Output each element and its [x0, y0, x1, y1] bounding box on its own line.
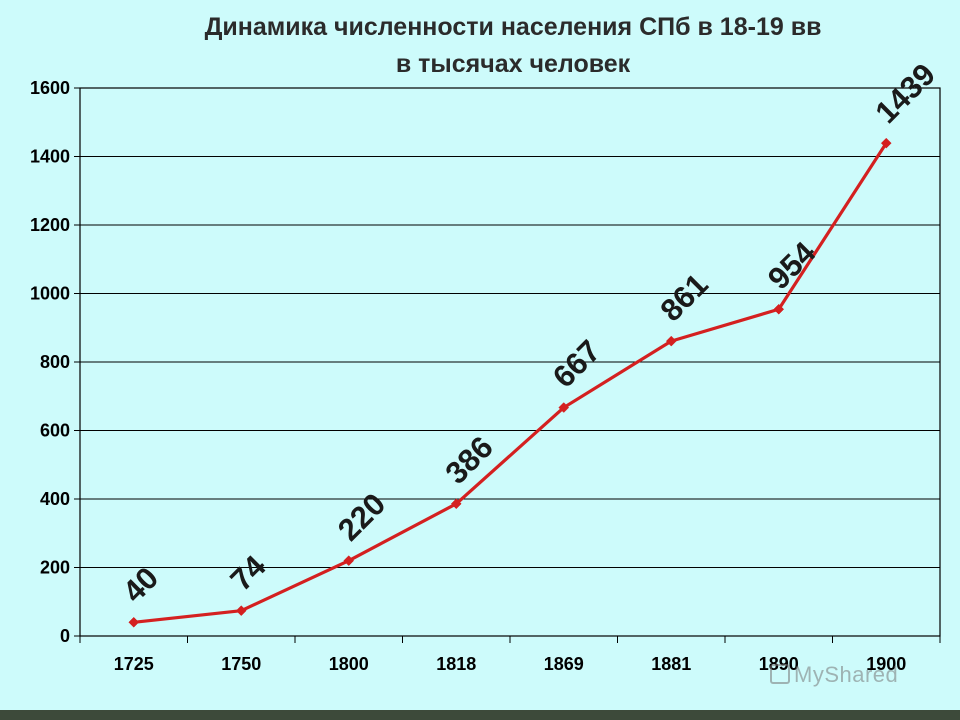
data-point [450, 498, 462, 510]
chart-title: Динамика численности населения СПб в 18-… [205, 13, 822, 41]
y-tick-label: 1000 [30, 284, 70, 304]
bottom-strip [0, 710, 960, 720]
chart-subtitle: в тысячах человек [396, 50, 631, 78]
x-tick-label: 1881 [651, 654, 691, 674]
x-axis: 1725 1750 1800 1818 1869 1881 1890 1900 [79, 636, 941, 674]
y-tick-label: 1200 [30, 215, 70, 235]
x-tick-label: 1869 [544, 654, 584, 674]
y-tick-label: 1600 [30, 78, 70, 98]
x-tick-label: 1900 [866, 654, 906, 674]
data-point [128, 616, 140, 628]
x-tick-label: 1818 [436, 654, 476, 674]
watermark-icon [770, 664, 790, 684]
data-point [773, 303, 785, 315]
y-tick-label: 1400 [30, 147, 70, 167]
y-tick-label: 200 [40, 558, 70, 578]
data-point [665, 335, 677, 347]
y-axis: 0 200 400 600 800 1000 1200 1400 1600 [30, 78, 80, 646]
data-point [558, 402, 570, 413]
y-tick-label: 400 [40, 489, 70, 509]
y-tick-label: 800 [40, 352, 70, 372]
data-point [235, 605, 247, 617]
data-point [880, 137, 892, 149]
x-tick-label: 1750 [221, 654, 261, 674]
x-tick-label: 1725 [114, 654, 154, 674]
data-point [343, 555, 355, 567]
y-tick-label: 600 [40, 421, 70, 441]
series-line [133, 142, 888, 624]
y-tick-label: 0 [60, 626, 70, 646]
watermark: MyShared [770, 662, 898, 688]
grid-lines [80, 87, 940, 568]
x-tick-label: 1800 [329, 654, 369, 674]
watermark-text: MyShared [794, 662, 899, 687]
series [128, 137, 892, 628]
